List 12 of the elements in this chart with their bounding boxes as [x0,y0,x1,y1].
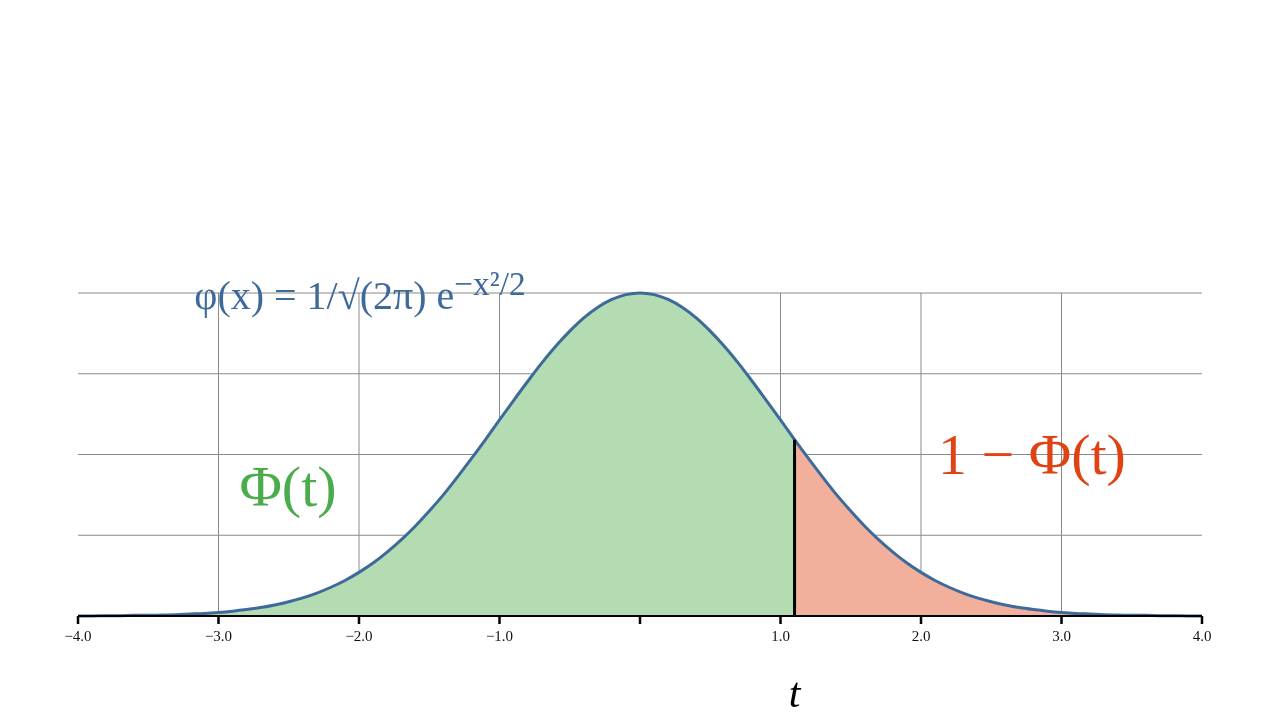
x-tick-label: 2.0 [911,627,931,644]
x-tick-label: 3.0 [1052,627,1071,644]
x-tick-label: 1.0 [771,627,790,644]
series-label: Φ(t) [239,454,337,520]
x-tick-label: −2.0 [345,627,373,644]
series-label: φ(x) = 1/√(2π) e$^{−x²/2}$ [194,264,526,319]
x-tick-label: 4.0 [1192,627,1212,644]
ref-line-label: t [788,670,801,716]
x-tick-label: −4.0 [64,627,92,644]
x-tick-label: −3.0 [204,627,233,644]
series-label: 1 − Φ(t) [938,422,1126,488]
x-tick-label: −1.0 [485,627,514,644]
